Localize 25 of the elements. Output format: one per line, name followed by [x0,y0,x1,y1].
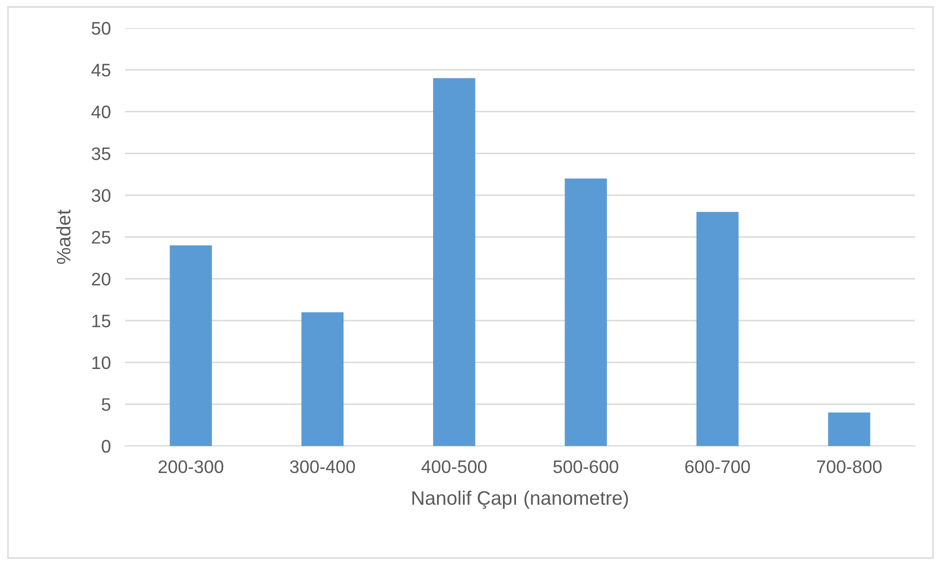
bar [433,78,476,446]
y-tick-label: 20 [92,272,110,286]
y-tick-label: 25 [92,230,110,244]
y-tick-label: 40 [91,106,110,118]
x-tick-label: 600-700 [685,460,750,474]
y-tick-label: 10 [92,356,110,370]
x-axis-title: Nanolif Çapı (nanometre) [412,490,628,509]
x-tick-label: 700-800 [816,460,882,474]
y-tick-label: 0 [102,440,110,453]
y-tick-label: 50 [92,22,110,35]
x-tick-label: 300-400 [290,460,355,474]
x-tick-label: 400-500 [421,460,487,474]
x-tick-label: 200-300 [158,460,224,474]
y-tick-label: 15 [92,314,110,328]
x-tick-label: 500-600 [553,460,618,474]
y-tick-label: 35 [92,147,110,160]
bar [301,312,344,446]
y-tick-label: 30 [92,189,110,202]
bar [170,245,212,446]
bar [828,412,870,446]
y-tick-label: 45 [91,64,110,77]
y-tick-label: 5 [102,398,110,411]
bar [696,212,739,446]
y-axis-title: %adet [56,210,71,264]
bar [564,178,607,446]
